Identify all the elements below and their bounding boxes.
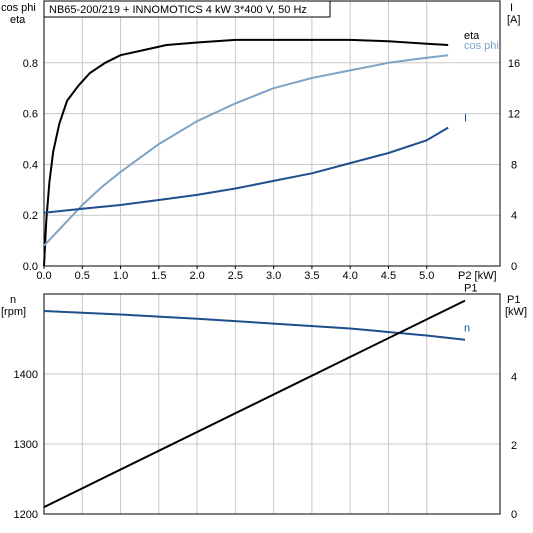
bottom-chart-grid bbox=[43, 294, 500, 515]
series-label-cos-phi: cos phi bbox=[464, 40, 499, 52]
x-tick-label: 5.0 bbox=[419, 270, 434, 282]
chart-title: NB65-200/219 + INNOMOTICS 4 kW 3*400 V, … bbox=[49, 4, 307, 16]
series-line-n bbox=[43, 310, 466, 341]
x-tick-label: 2.0 bbox=[189, 270, 204, 282]
right-tick-label: 4 bbox=[511, 210, 517, 222]
top-left-ticks: 0.0 0.2 0.4 0.6 0.8 bbox=[23, 58, 38, 273]
left-tick-label: 0.6 bbox=[23, 109, 38, 121]
right-tick-label: 12 bbox=[508, 109, 520, 121]
x-tick-label: 0.0 bbox=[36, 270, 51, 282]
series-line-cos-phi bbox=[43, 54, 449, 247]
left-tick-label: 0.4 bbox=[23, 159, 38, 171]
bottom-left-ticks: 1200 1300 1400 bbox=[14, 369, 38, 521]
right-tick-label: 2 bbox=[511, 440, 517, 452]
x-tick-label: 1.0 bbox=[113, 270, 128, 282]
series-label-eta: eta bbox=[464, 30, 480, 42]
top-right-ticks: 0 4 8 12 16 bbox=[508, 58, 520, 273]
left-tick-label: 0.2 bbox=[23, 210, 38, 222]
x-tick-label: 3.5 bbox=[304, 270, 319, 282]
right-tick-label: 0 bbox=[511, 261, 517, 273]
bottom-left-axis-label-unit: [rpm] bbox=[1, 306, 26, 318]
series-line-P1 bbox=[43, 299, 466, 508]
right-tick-label: 8 bbox=[511, 159, 517, 171]
right-tick-label: 4 bbox=[511, 371, 517, 383]
x-axis-label: P2 [kW] bbox=[458, 270, 497, 282]
x-tick-label: 0.5 bbox=[75, 270, 90, 282]
chart-title-box bbox=[43, 0, 331, 18]
left-tick-label: 1400 bbox=[14, 369, 38, 381]
bottom-chart-frame bbox=[43, 293, 501, 515]
bottom-right-axis-label-unit: [kW] bbox=[505, 306, 527, 318]
x-tick-label: 4.0 bbox=[343, 270, 358, 282]
x-tick-label: 1.5 bbox=[151, 270, 166, 282]
top-left-axis-label-cos-phi: cos phi bbox=[1, 2, 36, 14]
x-tick-label: 2.5 bbox=[228, 270, 243, 282]
x-tick-label: 3.0 bbox=[266, 270, 281, 282]
bottom-right-ticks: 0 2 4 bbox=[511, 371, 517, 521]
x-axis-ticks: 0.0 0.5 1.0 1.5 2.0 2.5 3.0 3.5 4.0 4.5 5.0 bbox=[36, 266, 434, 282]
x-tick-label: 4.5 bbox=[381, 270, 396, 282]
right-tick-label: 0 bbox=[511, 509, 517, 521]
bottom-chart-series: n P1 bbox=[43, 283, 477, 508]
series-line-I bbox=[43, 126, 449, 214]
left-tick-label: 1300 bbox=[14, 439, 38, 451]
series-label-I: I bbox=[464, 113, 467, 125]
left-tick-label: 0.0 bbox=[23, 261, 38, 273]
right-tick-label: 16 bbox=[508, 58, 520, 70]
top-left-axis-label-eta: eta bbox=[10, 14, 26, 26]
left-tick-label: 0.8 bbox=[23, 58, 38, 70]
bottom-left-axis-label-n: n bbox=[10, 294, 16, 306]
series-label-n: n bbox=[464, 323, 470, 335]
series-line-eta bbox=[43, 38, 449, 267]
series-label-P1: P1 bbox=[464, 283, 477, 295]
left-tick-label: 1200 bbox=[14, 509, 38, 521]
bottom-right-axis-label-p1: P1 bbox=[507, 294, 520, 306]
top-right-axis-label-i: I bbox=[510, 2, 513, 14]
top-right-axis-label-unit: [A] bbox=[507, 14, 520, 26]
